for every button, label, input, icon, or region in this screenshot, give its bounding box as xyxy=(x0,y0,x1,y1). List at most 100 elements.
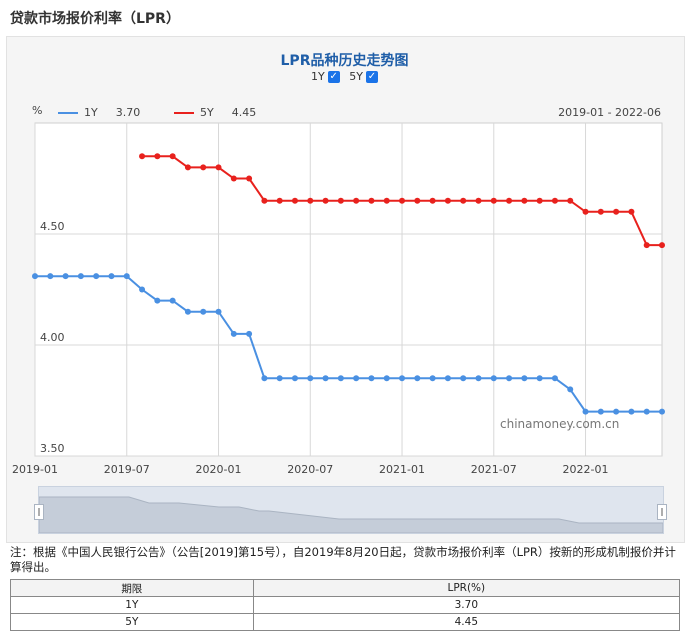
data-point-1y xyxy=(353,375,360,382)
series-toggles: 1Y ✓ 5Y ✓ xyxy=(0,70,689,83)
data-point-1y xyxy=(460,375,467,382)
plot-area xyxy=(34,122,663,457)
toggle-5y[interactable]: 5Y ✓ xyxy=(349,70,378,83)
data-point-1y xyxy=(551,375,558,382)
data-point-1y xyxy=(307,375,314,382)
legend-value-5y: 4.45 xyxy=(231,106,257,119)
data-point-1y xyxy=(276,375,283,382)
data-point-5y xyxy=(613,208,620,215)
data-point-5y xyxy=(490,197,497,204)
data-point-1y xyxy=(536,375,543,382)
lpr-table: 期限 LPR(%) 1Y 3.70 5Y 4.45 xyxy=(10,579,681,631)
data-point-5y xyxy=(276,197,283,204)
data-point-5y xyxy=(643,242,650,249)
data-point-5y xyxy=(659,242,665,249)
data-point-1y xyxy=(169,297,176,304)
data-point-5y xyxy=(383,197,390,204)
data-point-1y xyxy=(123,273,130,280)
data-point-5y xyxy=(169,153,176,160)
data-point-5y xyxy=(307,197,314,204)
data-point-1y xyxy=(368,375,375,382)
data-point-5y xyxy=(322,197,329,204)
legend-value-1y: 3.70 xyxy=(115,106,141,119)
data-point-5y xyxy=(261,197,268,204)
y-tick-label: 4.50 xyxy=(40,220,65,233)
footnote: 注：根据《中国人民银行公告》（公告[2019]第15号），自2019年8月20日… xyxy=(10,545,676,574)
data-point-5y xyxy=(628,208,635,215)
data-point-1y xyxy=(613,408,620,415)
slider-handle-left[interactable]: ‖ xyxy=(34,504,44,520)
table-cell-term: 5Y xyxy=(10,613,254,631)
data-point-1y xyxy=(139,286,146,293)
data-point-5y xyxy=(291,197,298,204)
data-point-5y xyxy=(475,197,482,204)
data-point-1y xyxy=(414,375,421,382)
data-point-5y xyxy=(337,197,344,204)
y-axis-unit: % xyxy=(32,104,43,117)
data-point-1y xyxy=(429,375,436,382)
data-point-1y xyxy=(200,308,207,315)
legend-item-1y[interactable]: 1Y 3.70 xyxy=(58,106,140,119)
legend-name-5y: 5Y xyxy=(200,106,214,119)
data-point-5y xyxy=(154,153,161,160)
legend-line-5y xyxy=(174,111,194,114)
legend-item-5y[interactable]: 5Y 4.45 xyxy=(174,106,256,119)
data-point-1y xyxy=(444,375,451,382)
data-point-1y xyxy=(399,375,406,382)
data-point-1y xyxy=(322,375,329,382)
data-point-5y xyxy=(444,197,451,204)
x-tick-label: 2019-07 xyxy=(104,463,150,476)
page-title: 贷款市场报价利率（LPR） xyxy=(10,11,180,27)
data-point-5y xyxy=(582,208,589,215)
data-point-5y xyxy=(521,197,528,204)
data-point-5y xyxy=(353,197,360,204)
data-point-1y xyxy=(184,308,191,315)
table-cell-rate: 4.45 xyxy=(252,613,681,631)
data-point-1y xyxy=(521,375,528,382)
data-point-1y xyxy=(567,386,574,393)
x-tick-label: 2022-01 xyxy=(563,463,609,476)
watermark: chinamoney.com.cn xyxy=(500,417,620,431)
data-point-1y xyxy=(291,375,298,382)
data-point-1y xyxy=(108,273,115,280)
data-point-5y xyxy=(414,197,421,204)
chart-title: LPR品种历史走势图 xyxy=(280,53,409,69)
toggle-5y-label: 5Y xyxy=(349,70,363,83)
legend-name-1y: 1Y xyxy=(84,106,98,119)
data-point-1y xyxy=(246,330,253,337)
data-point-5y xyxy=(551,197,558,204)
table-header: LPR(%) xyxy=(252,579,681,597)
table-row: 1Y 3.70 xyxy=(10,596,681,614)
data-point-5y xyxy=(215,164,222,171)
data-point-5y xyxy=(597,208,604,215)
data-point-5y xyxy=(399,197,406,204)
y-tick-label: 3.50 xyxy=(40,442,65,455)
table-cell-rate: 3.70 xyxy=(252,596,681,614)
date-range: 2019-01 - 2022-06 xyxy=(558,106,661,119)
data-point-5y xyxy=(429,197,436,204)
range-slider[interactable] xyxy=(38,486,664,534)
data-point-5y xyxy=(506,197,513,204)
slider-handle-right[interactable]: ‖ xyxy=(657,504,667,520)
data-point-1y xyxy=(32,273,38,280)
x-tick-label: 2020-01 xyxy=(196,463,242,476)
checkbox-1y[interactable]: ✓ xyxy=(327,70,340,83)
data-point-5y xyxy=(368,197,375,204)
toggle-1y-label: 1Y xyxy=(311,70,325,83)
toggle-1y[interactable]: 1Y ✓ xyxy=(311,70,340,83)
data-point-1y xyxy=(154,297,161,304)
data-point-5y xyxy=(567,197,574,204)
data-point-1y xyxy=(490,375,497,382)
checkbox-5y[interactable]: ✓ xyxy=(365,70,378,83)
data-point-1y xyxy=(215,308,222,315)
series-line-1y xyxy=(35,275,662,413)
data-point-1y xyxy=(230,330,237,337)
data-point-1y xyxy=(93,273,100,280)
data-point-5y xyxy=(246,175,253,182)
data-point-1y xyxy=(582,408,589,415)
data-point-1y xyxy=(77,273,84,280)
data-point-1y xyxy=(506,375,513,382)
x-tick-label: 2021-07 xyxy=(471,463,517,476)
slider-preview-area xyxy=(38,496,664,534)
table-cell-term: 1Y xyxy=(10,596,254,614)
